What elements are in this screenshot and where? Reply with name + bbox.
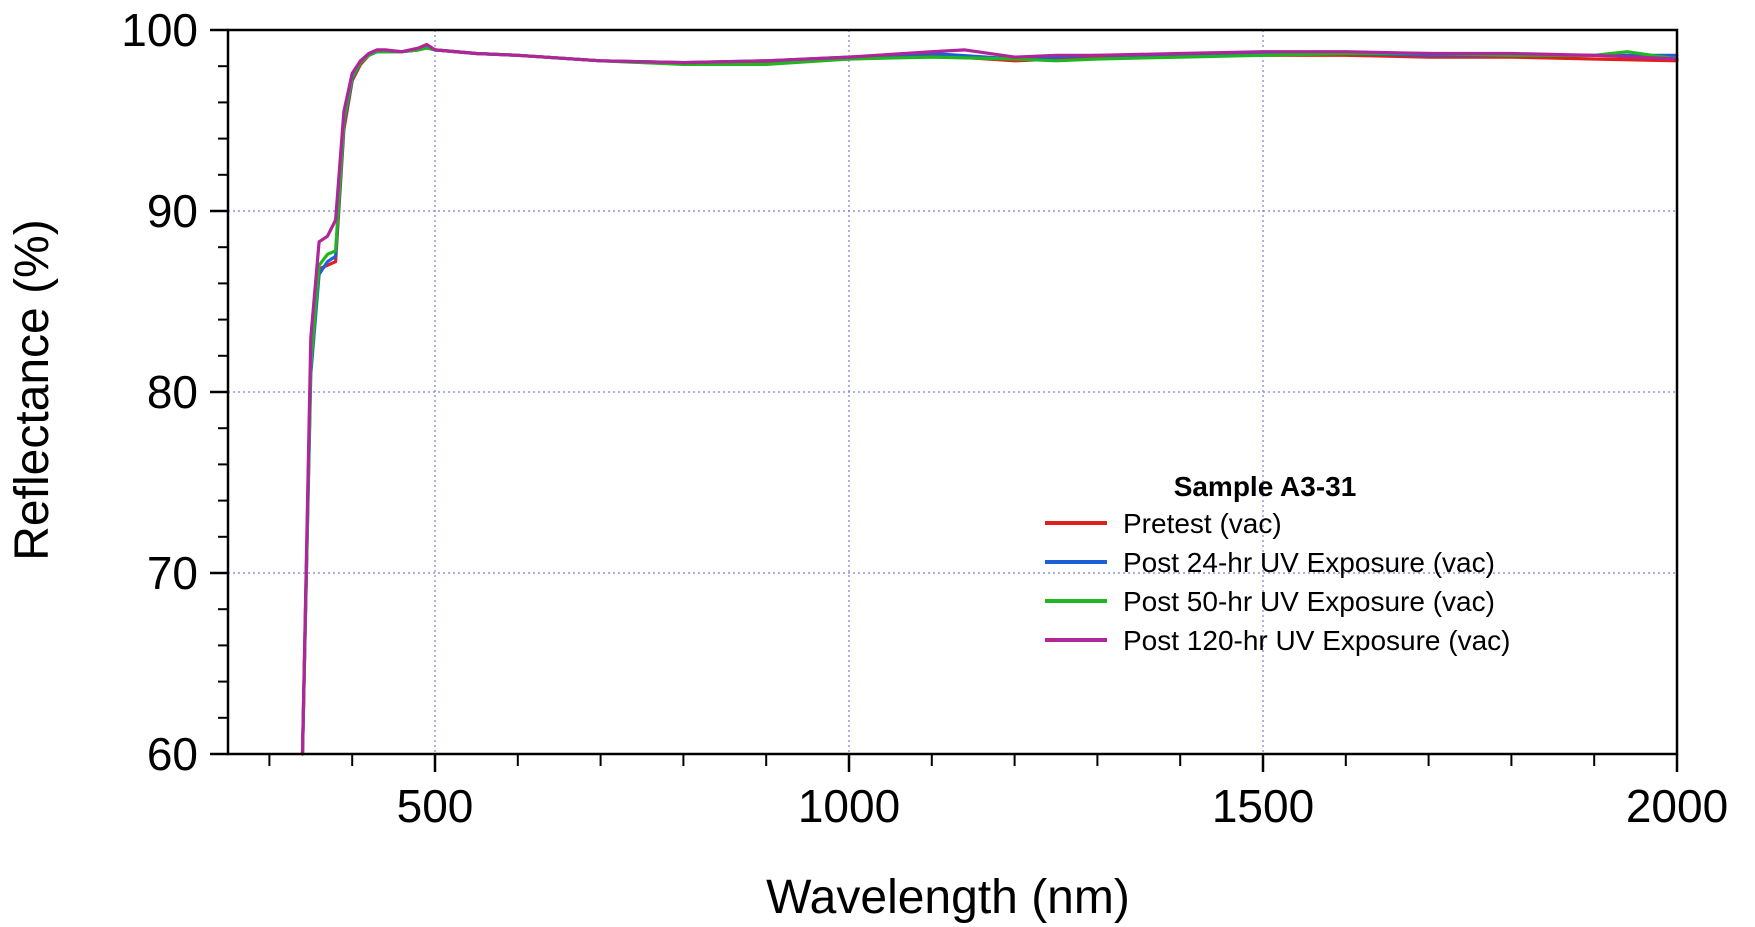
x-tick-label: 2000 [1626,780,1728,832]
y-tick-label: 60 [147,728,198,780]
x-tick-label: 1500 [1212,780,1314,832]
tick-labels: 500 1000 1500 2000 60 70 80 90 100 [121,4,1728,832]
y-tick-label: 100 [121,4,198,56]
y-axis-title: Reflectance (%) [6,219,59,560]
y-tick-label: 90 [147,185,198,237]
legend-title: Sample A3-31 [1174,471,1357,502]
series-lines [300,42,1679,756]
legend-label-4: Post 120-hr UV Exposure (vac) [1123,625,1511,656]
legend: Sample A3-31 Pretest (vac) Post 24-hr UV … [1045,471,1511,656]
y-tick-label: 70 [147,547,198,599]
y-tick-label: 80 [147,366,198,418]
x-axis-title: Wavelength (nm) [766,871,1130,924]
legend-label-3: Post 50-hr UV Exposure (vac) [1123,586,1495,617]
legend-label-1: Pretest (vac) [1123,508,1282,539]
grid-lines [228,30,1677,754]
series-line-4 [300,42,1679,756]
legend-label-2: Post 24-hr UV Exposure (vac) [1123,547,1495,578]
axis-ticks [210,28,1679,772]
x-tick-label: 500 [397,780,474,832]
x-tick-label: 1000 [798,780,900,832]
